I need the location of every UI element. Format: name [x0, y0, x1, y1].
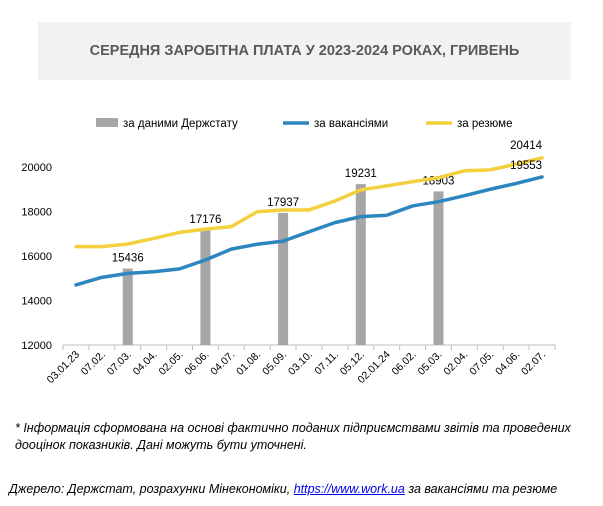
legend-label: за вакансіями [314, 118, 388, 130]
chart-title: СЕРЕДНЯ ЗАРОБІТНА ПЛАТА У 2023-2024 РОКА… [89, 43, 520, 59]
y-tick-label: 12000 [21, 340, 52, 352]
x-tick-label: 03.01.23 [45, 349, 82, 386]
chart: 120001400016000180002000003.01.2307.02.0… [21, 118, 556, 386]
legend-label: за резюме [457, 118, 512, 130]
x-tick-label: 06.06. [182, 349, 211, 378]
y-tick-label: 16000 [21, 251, 52, 263]
bar-05.09. [278, 212, 289, 345]
x-tick-label: 07.03. [105, 349, 134, 378]
bar-06.06. [200, 229, 211, 345]
x-tick-label: 01.08. [234, 349, 263, 378]
x-tick-label: 07.05. [467, 349, 496, 378]
x-tick-label: 02.07. [519, 349, 548, 378]
footnote: * Інформація сформована на основі фактич… [15, 421, 571, 452]
source-line: Джерело: Держстат, розрахунки Мінекономі… [9, 482, 557, 496]
bar-data-label: 19231 [345, 168, 377, 180]
x-tick-label: 02.05. [157, 349, 186, 378]
bar-data-label: 15436 [112, 253, 144, 265]
x-tick-label: 06.02. [390, 349, 419, 378]
source-suffix: за вакансіями та резюме [404, 482, 558, 496]
bar-data-label: 17937 [267, 197, 299, 209]
bar-05.12. [355, 184, 366, 345]
end-data-label: 19553 [510, 160, 542, 172]
x-tick-label: 03.10. [286, 349, 315, 378]
x-tick-label: 04.06. [493, 349, 522, 378]
bar-05.03. [433, 191, 444, 345]
source-prefix: Джерело: Держстат, розрахунки Мінекономі… [9, 482, 294, 496]
x-tick-label: 07.02. [79, 349, 108, 378]
legend-swatch [96, 118, 118, 127]
x-tick-label: 04.07. [208, 349, 237, 378]
line-vacancies [74, 175, 544, 287]
y-tick-label: 18000 [21, 207, 52, 219]
legend-label: за даними Держстату [123, 118, 238, 130]
x-tick-label: 02.04. [441, 349, 470, 378]
bar-07.03. [122, 268, 133, 345]
y-tick-label: 14000 [21, 296, 52, 308]
chart-title-box: СЕРЕДНЯ ЗАРОБІТНА ПЛАТА У 2023-2024 РОКА… [38, 22, 571, 80]
x-tick-label: 05.09. [260, 349, 289, 378]
end-data-label: 20414 [510, 140, 543, 152]
bar-data-label: 17176 [189, 214, 221, 226]
source-link[interactable]: https://www.work.ua [293, 482, 405, 496]
y-tick-label: 20000 [21, 162, 52, 174]
x-tick-label: 04.04. [131, 349, 160, 378]
x-tick-label: 07.11. [312, 349, 341, 378]
x-tick-label: 05.03. [415, 349, 444, 378]
